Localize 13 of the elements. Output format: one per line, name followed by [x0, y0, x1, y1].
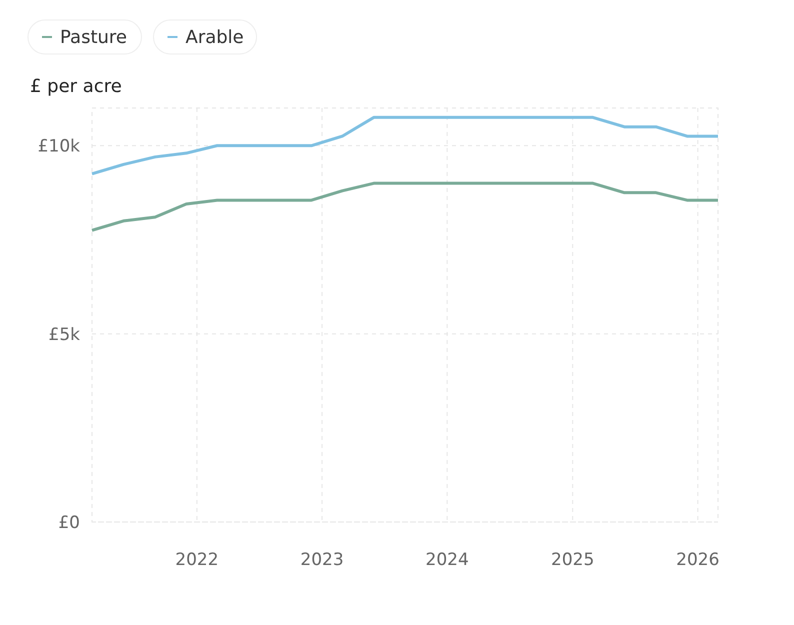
x-tick-label: 2024	[426, 550, 469, 570]
legend-label: Arable	[186, 27, 244, 48]
y-tick-label: £5k	[48, 324, 80, 345]
y-tick-label: £10k	[38, 136, 80, 157]
x-tick-label: 2025	[551, 550, 594, 570]
x-tick-label: 2026	[676, 550, 720, 570]
line-series	[90, 182, 720, 232]
y-tick-label: £0	[58, 513, 80, 533]
y-axis-title: £ per acre	[30, 76, 122, 97]
legend-label: Pasture	[60, 27, 127, 48]
line-series	[90, 116, 720, 176]
x-tick-label: 2023	[300, 550, 344, 570]
x-tick-label: 2022	[175, 550, 219, 570]
